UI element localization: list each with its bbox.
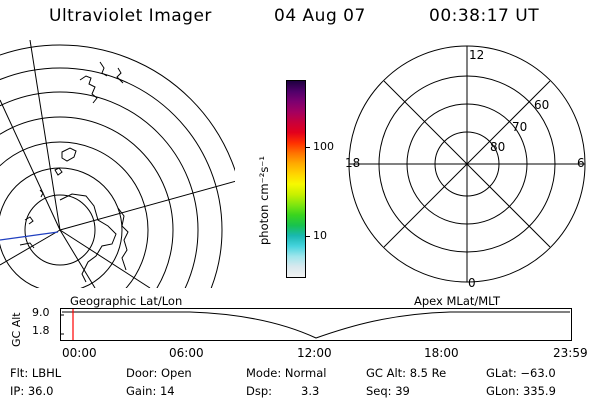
timeline-axis-label: GC Alt [10, 312, 23, 347]
colorbar-tick-100: 100 [313, 140, 334, 153]
time-label: 00:38:17 UT [429, 6, 540, 26]
filter-info: Flt: LBHL [10, 366, 62, 380]
polar-plot [348, 45, 586, 283]
timeline-xtick-0: 00:00 [62, 346, 97, 360]
mlt-label-0: 0 [468, 276, 476, 290]
colorbar [286, 80, 306, 278]
dsp-value: 3.3 [301, 384, 320, 398]
coastline [59, 193, 117, 283]
timeline-ytick-1-8: 1.8 [32, 324, 50, 337]
colorbar-tick [306, 236, 310, 237]
mode-info: Mode: Normal [246, 366, 327, 380]
timeline-plot [60, 308, 572, 341]
ip-info: IP: 36.0 [10, 384, 54, 398]
lat-circle [0, 67, 223, 288]
coastline [117, 207, 129, 271]
timeline-xtick-1: 06:00 [169, 346, 204, 360]
timeline-xtick-4: 23:59 [553, 346, 588, 360]
lat-circle [24, 194, 96, 266]
meridian-line [59, 180, 235, 231]
satellite-track [0, 231, 59, 241]
dsp-label: Dsp: [246, 384, 273, 398]
altitude-curve [62, 311, 570, 339]
gain-info: Gain: 14 [126, 384, 175, 398]
lat-circle [0, 141, 149, 288]
door-info: Door: Open [126, 366, 192, 380]
timeline-left-label: Geographic Lat/Lon [70, 294, 183, 308]
meridian-line [59, 229, 151, 288]
app-title: Ultraviolet Imager [49, 6, 212, 26]
timeline-right-label: Apex MLat/MLT [414, 294, 501, 308]
lat-circle [0, 44, 235, 172]
mlt-label-18: 18 [345, 156, 361, 170]
colorbar-tick [306, 147, 310, 148]
meridian-line [59, 229, 96, 288]
timeline-xtick-2: 12:00 [297, 346, 332, 360]
meridian-line [29, 40, 61, 231]
polar-diagonal [383, 80, 551, 248]
lat-label-60: 60 [534, 98, 550, 112]
glat-info: GLat: −63.0 [486, 366, 556, 380]
geographic-map [0, 40, 235, 288]
date-label: 04 Aug 07 [274, 6, 366, 26]
colorbar-unit-label: photon cm⁻²s⁻¹ [257, 156, 271, 245]
coastline [24, 147, 77, 225]
coastline [19, 242, 35, 249]
seq-info: Seq: 39 [366, 384, 410, 398]
mlt-label-12: 12 [469, 48, 485, 62]
glon-info: GLon: 335.9 [486, 384, 556, 398]
lat-circle [0, 116, 174, 288]
gc-alt-info: GC Alt: 8.5 Re [366, 366, 447, 380]
mlt-label-6: 6 [577, 156, 585, 170]
lat-label-80: 80 [490, 140, 506, 154]
timeline-xtick-3: 18:00 [424, 346, 459, 360]
colorbar-tick-10: 10 [313, 229, 327, 242]
meridian-line [0, 229, 61, 266]
timeline-ytick-9: 9.0 [32, 306, 50, 319]
meridian-line [0, 99, 61, 231]
lat-circle [0, 91, 199, 288]
lat-circle [0, 167, 123, 288]
coastline [79, 61, 124, 104]
lat-label-70: 70 [512, 120, 528, 134]
